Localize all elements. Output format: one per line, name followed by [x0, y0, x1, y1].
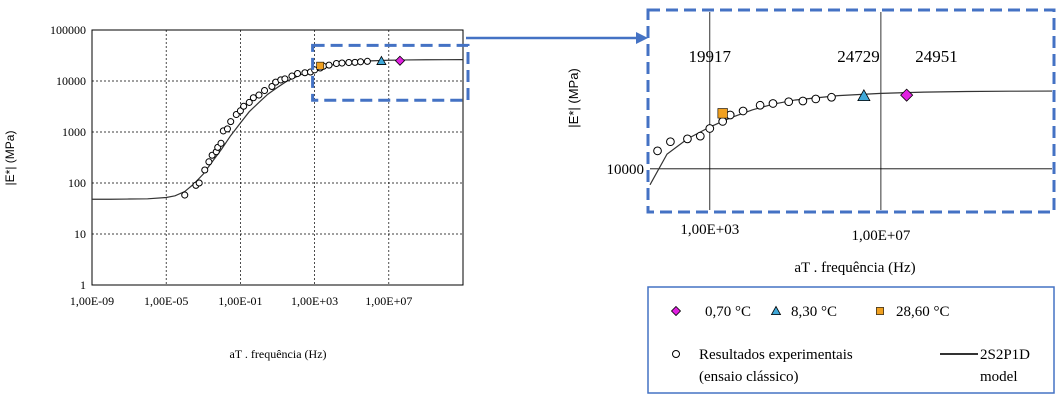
- zoom-point-triangle: [857, 89, 871, 102]
- main-point-open-circle: [325, 61, 333, 69]
- zoom-point-diamond: [900, 88, 914, 102]
- main-x-ticks: 1,00E-09 1,00E-05 1,00E-01 1,00E+03 1,00E+07: [70, 294, 413, 308]
- zoom-x-axis-label: aT . frequência (Hz): [794, 260, 915, 276]
- legend-marker-triangle: [770, 305, 782, 316]
- zoom-point-open-circle: [666, 137, 675, 147]
- legend-temperature-items: 0,70 °C 8,30 °C 28,60 °C: [670, 304, 950, 320]
- main-y-tick-label: 1: [80, 278, 86, 292]
- legend-model-label-line1: 2S2P1D: [980, 347, 1030, 363]
- main-point-open-circle: [338, 59, 346, 67]
- main-point-open-circle: [249, 94, 257, 102]
- zoom-x-tick-label: 1,00E+03: [680, 222, 739, 238]
- legend-temp-label: 8,30 °C: [791, 304, 837, 320]
- zoom-point-open-circle: [827, 92, 836, 102]
- zoom-ticks: 1,00E+03 1,00E+07 10000: [607, 162, 911, 244]
- main-point-triangle: [376, 55, 387, 65]
- zoom-point-open-circle: [695, 131, 705, 141]
- legend-marker-square: [876, 307, 884, 315]
- main-point-square: [316, 61, 325, 70]
- main-point-open-circle: [227, 118, 235, 126]
- main-point-open-circle: [201, 166, 209, 174]
- legend-model-label-line2: model: [980, 369, 1018, 385]
- zoom-value-annotation: 19917: [689, 47, 732, 66]
- main-x-tick-label: 1,00E-05: [144, 294, 188, 308]
- zoom-chart: 1,00E+03 1,00E+07 10000 19917 24729 24951 aT…: [566, 8, 1056, 276]
- main-y-tick-label: 100000: [50, 23, 86, 37]
- main-point-open-circle: [268, 82, 276, 91]
- main-point-open-circle: [236, 107, 244, 115]
- zoom-point-open-circle: [755, 100, 765, 110]
- main-y-ticks: 1 10 100 1000 10000 100000: [50, 23, 86, 292]
- zoom-point-open-circle: [738, 106, 748, 116]
- main-plot-frame: [91, 29, 464, 286]
- legend-experimental-label-line2: (ensaio clássico): [699, 369, 799, 385]
- zoom-grid: [650, 12, 1052, 210]
- zoom-data-points: [653, 88, 914, 156]
- main-point-open-circle: [261, 87, 269, 95]
- zoom-value-annotation: 24951: [915, 47, 958, 66]
- main-y-tick-label: 1000: [62, 125, 86, 139]
- legend: 0,70 °C 8,30 °C 28,60 °C Resultados experi…: [647, 286, 1055, 394]
- main-point-open-circle: [288, 72, 296, 80]
- zoom-y-tick-label: 10000: [607, 162, 645, 178]
- legend-temp-label: 28,60 °C: [896, 304, 950, 320]
- zoom-point-open-circle: [683, 134, 692, 144]
- zoom-x-tick-label: 1,00E+07: [851, 228, 910, 244]
- zoom-value-annotation: 24729: [837, 47, 880, 66]
- zoom-selection-box: [311, 43, 470, 102]
- zoom-y-axis-label: |E*| (MPa): [566, 68, 581, 127]
- main-y-tick-label: 10000: [56, 74, 86, 88]
- zoom-point-open-circle: [811, 94, 821, 104]
- zoom-connector-arrow: [466, 32, 648, 44]
- zoom-plot-frame: [646, 8, 1056, 214]
- main-data-points: [181, 55, 406, 199]
- legend-temp-label: 0,70 °C: [705, 304, 751, 320]
- main-point-open-circle: [301, 69, 309, 77]
- zoom-point-open-circle: [784, 97, 794, 107]
- main-point-open-circle: [205, 158, 213, 166]
- main-x-tick-label: 1,00E-01: [218, 294, 262, 308]
- zoom-point-open-circle: [653, 146, 662, 156]
- main-y-tick-label: 100: [68, 176, 86, 190]
- main-point-diamond: [394, 55, 406, 66]
- main-point-open-circle: [281, 75, 289, 83]
- legend-frame: [647, 286, 1055, 394]
- main-point-open-circle: [181, 191, 189, 199]
- main-point-open-circle: [363, 57, 371, 65]
- main-y-axis-label: |E*| (MPa): [3, 131, 17, 186]
- main-point-open-circle: [217, 139, 225, 147]
- main-x-tick-label: 1,00E+03: [291, 294, 338, 308]
- zoom-point-square: [717, 108, 728, 119]
- main-point-open-circle: [245, 98, 253, 106]
- main-point-open-circle: [293, 70, 302, 78]
- main-x-tick-label: 1,00E-09: [70, 294, 114, 308]
- main-x-tick-label: 1,00E+07: [365, 294, 412, 308]
- main-grid: [92, 30, 463, 285]
- main-point-open-circle: [240, 102, 248, 110]
- main-point-open-circle: [357, 58, 365, 66]
- zoom-point-open-circle: [705, 124, 715, 133]
- main-x-axis-label: aT . frequência (Hz): [229, 347, 326, 361]
- zoom-point-open-circle: [768, 99, 778, 108]
- main-point-open-circle: [223, 125, 231, 133]
- main-point-open-circle: [255, 91, 263, 99]
- zoom-point-open-circle: [718, 117, 728, 126]
- zoom-model-curve: [649, 90, 1053, 186]
- main-point-open-circle: [195, 179, 203, 187]
- main-point-open-circle: [345, 59, 353, 67]
- zoom-point-open-circle: [798, 96, 808, 106]
- legend-experimental-label-line1: Resultados experimentais: [699, 347, 853, 363]
- legend-marker-diamond: [670, 305, 682, 317]
- legend-experimental-marker: [672, 350, 680, 358]
- main-y-tick-label: 10: [74, 227, 86, 241]
- zoom-annotations: 19917 24729 24951: [689, 47, 958, 66]
